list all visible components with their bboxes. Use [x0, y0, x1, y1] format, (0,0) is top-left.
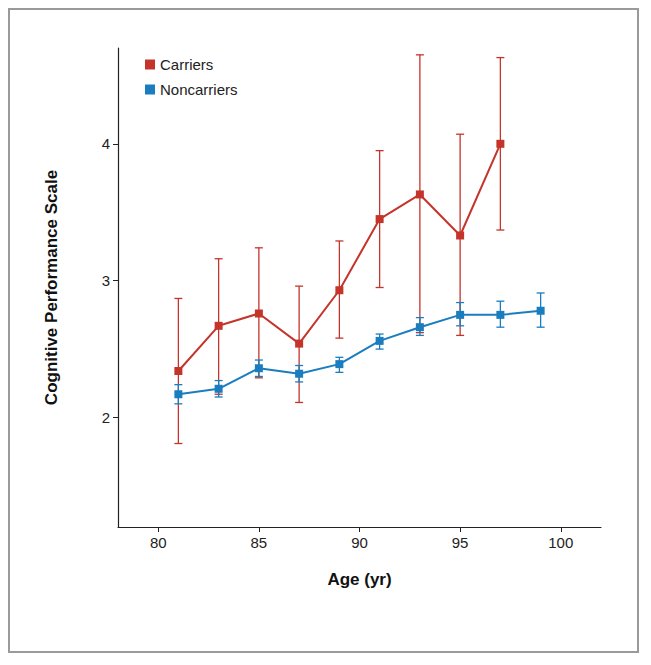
svg-text:Cognitive Performance Scale: Cognitive Performance Scale [42, 170, 61, 405]
svg-text:Noncarriers: Noncarriers [160, 81, 238, 98]
svg-text:100: 100 [548, 534, 573, 551]
svg-text:90: 90 [351, 534, 368, 551]
svg-text:85: 85 [251, 534, 268, 551]
svg-text:2: 2 [102, 409, 110, 426]
svg-text:Age (yr): Age (yr) [327, 570, 391, 589]
svg-text:Carriers: Carriers [160, 56, 213, 73]
svg-text:95: 95 [452, 534, 469, 551]
svg-text:4: 4 [102, 135, 110, 152]
svg-text:3: 3 [102, 272, 110, 289]
svg-text:80: 80 [150, 534, 167, 551]
